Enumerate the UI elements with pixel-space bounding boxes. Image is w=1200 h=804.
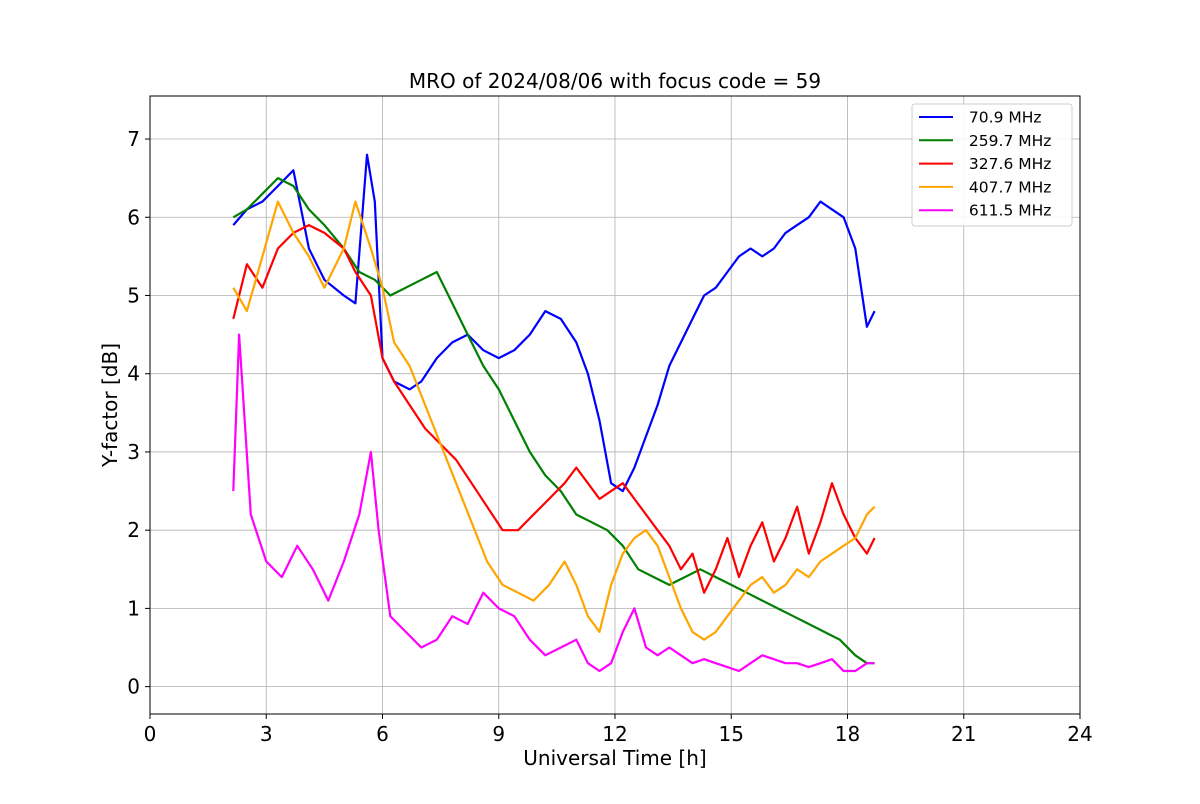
- x-tick-label: 15: [719, 722, 744, 746]
- series-line-0: [232, 153, 876, 493]
- series-line-4: [232, 333, 875, 673]
- legend-label-3: 407.7 MHz: [964, 178, 1051, 196]
- x-tick-label: 12: [602, 722, 627, 746]
- legend-label-2: 327.6 MHz: [964, 155, 1051, 173]
- legend-label-4: 611.5 MHz: [964, 202, 1051, 220]
- legend-box: [911, 103, 1073, 227]
- series-group: [232, 153, 876, 673]
- x-tick-label: 18: [835, 722, 860, 746]
- x-axis-ticks: 0 3 6 9 12 15 18 21 24: [144, 714, 1093, 746]
- y-tick-label: 0: [127, 675, 140, 699]
- series-line-2: [232, 224, 876, 594]
- x-tick-label: 6: [376, 722, 389, 746]
- x-tick-label: 0: [144, 722, 157, 746]
- legend-label-0: 70.9 MHz: [964, 109, 1042, 127]
- x-tick-label: 3: [260, 722, 273, 746]
- y-tick-label: 2: [127, 518, 140, 542]
- y-tick-label: 6: [127, 205, 140, 229]
- y-tick-label: 3: [127, 440, 140, 464]
- legend-label-1: 259.7 MHz: [964, 132, 1051, 150]
- y-tick-label: 4: [127, 362, 140, 386]
- y-axis-label: Y-factor [dB]: [98, 343, 122, 468]
- legend: 70.9 MHz 259.7 MHz 327.6 MHz 407.7 MHz 6…: [911, 103, 1073, 227]
- y-axis-ticks: 0 1 2 3 4 5 6 7: [127, 127, 150, 699]
- x-tick-label: 24: [1067, 722, 1092, 746]
- chart-title: MRO of 2024/08/06 with focus code = 59: [409, 69, 821, 93]
- y-tick-label: 1: [127, 596, 140, 620]
- x-axis-label: Universal Time [h]: [523, 746, 706, 770]
- series-line-3: [232, 200, 876, 641]
- legend-items: 70.9 MHz 259.7 MHz 327.6 MHz 407.7 MHz 6…: [919, 109, 1051, 220]
- x-tick-label: 9: [492, 722, 505, 746]
- y-tick-label: 7: [127, 127, 140, 151]
- x-tick-label: 21: [951, 722, 976, 746]
- y-tick-label: 5: [127, 283, 140, 307]
